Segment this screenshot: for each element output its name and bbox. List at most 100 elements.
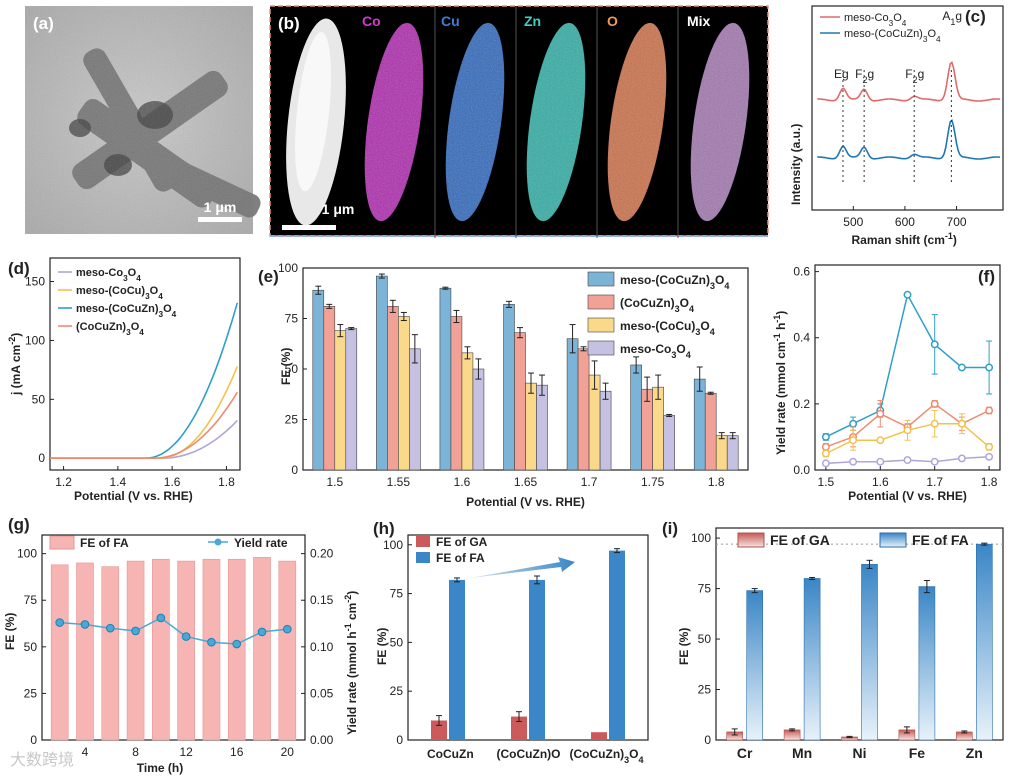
data-point <box>105 623 115 633</box>
legend-swatch <box>587 294 615 310</box>
x-tick-label: CoCuZn <box>427 747 474 761</box>
legend-label: (CoCuZn)3O4 <box>76 321 144 337</box>
data-point <box>821 449 830 458</box>
series-meso-cocuzn3o4 <box>817 118 1001 160</box>
eds-map-texture <box>526 22 586 222</box>
x-tick-label: 1.65 <box>514 475 538 489</box>
x-tick-label: 600 <box>895 215 915 229</box>
watermark: 大数跨境 <box>10 750 75 769</box>
plot-frame <box>41 534 306 741</box>
bar <box>918 586 936 741</box>
x-tick-label: 1.2 <box>55 475 72 489</box>
panel-e-fe-bars: 0 25 50 75 100(e) FE (%) Potential (V vs. RHE)… <box>258 261 749 509</box>
data-point <box>985 452 994 461</box>
y-tick-label: 75 <box>698 582 712 596</box>
legend-swatch <box>587 271 615 287</box>
x-tick-label: 1.6 <box>872 475 889 489</box>
y-tick-label: 0 <box>704 733 711 747</box>
data-point <box>985 442 994 451</box>
panel-b-label: (b) <box>278 14 300 33</box>
y-tick-label: 100 <box>383 538 403 552</box>
legend-swatch <box>416 552 430 563</box>
panel-label: (e) <box>258 267 279 286</box>
x-tick-label: 700 <box>947 215 967 229</box>
bar <box>746 590 764 741</box>
data-point <box>930 399 939 408</box>
map-label-co: Co <box>362 13 381 29</box>
x-tick-label: 4 <box>82 745 89 759</box>
data-point <box>876 436 885 445</box>
peak-label: A1g <box>942 9 962 27</box>
bar <box>409 348 421 471</box>
bar <box>312 289 325 471</box>
x-tick-label: 1.7 <box>581 475 598 489</box>
panel-b-eds-maps: (b) 1 μm Co Cu Zn O Mix <box>269 5 769 239</box>
eds-map-texture <box>364 22 424 222</box>
x-tick-label: 1.8 <box>218 475 235 489</box>
legend-swatch <box>879 532 907 548</box>
panel-label: (c) <box>965 7 986 26</box>
series-line <box>50 419 238 459</box>
y-tick-label: 50 <box>698 632 712 646</box>
legend-label: meso-(CoCuZn)3O4 <box>620 273 729 291</box>
y-tick-label: 75 <box>24 593 38 607</box>
data-point <box>156 613 166 623</box>
data-point <box>930 457 939 466</box>
bar <box>609 550 625 740</box>
eds-map-texture <box>690 22 750 222</box>
bar <box>861 564 878 741</box>
y-axis-label: j (mA cm-2) <box>7 333 23 396</box>
legend-label: meso-Co3O4 <box>844 12 907 28</box>
bar <box>566 338 579 471</box>
legend-swatch <box>587 340 615 356</box>
data-point <box>957 363 966 372</box>
bar <box>693 378 706 471</box>
data-point <box>80 620 90 629</box>
legend-label: meso-(CoCu)3O4 <box>620 319 715 337</box>
x-tick-label: 1.6 <box>454 475 471 489</box>
map-label-mix: Mix <box>687 13 711 29</box>
bar <box>663 415 675 471</box>
bar <box>461 352 474 471</box>
legend-label: meso-Co3O4 <box>620 342 691 360</box>
legend-label: meso-(CoCu)3O4 <box>76 285 163 301</box>
y-tick-label: 25 <box>285 413 299 427</box>
legend-label: FE of FA <box>80 536 129 550</box>
x-tick-label: 20 <box>281 745 295 759</box>
bar <box>472 368 485 471</box>
data-point <box>821 459 830 468</box>
x-tick-label: 1.4 <box>110 475 127 489</box>
y-tick-label: 25 <box>24 686 38 700</box>
panel-label: (f) <box>978 267 995 286</box>
bar <box>529 579 545 740</box>
panel-a-scale-bar <box>198 217 242 222</box>
x-tick-label: Mn <box>792 745 812 761</box>
legend-label: FE of FA <box>436 551 485 565</box>
panel-a-scale-label: 1 μm <box>204 199 237 215</box>
bar <box>323 306 336 471</box>
bar <box>591 732 607 740</box>
y-tick-label: 0 <box>291 463 298 477</box>
legend-label: Yield rate <box>234 536 288 550</box>
map-label-zn: Zn <box>524 13 541 29</box>
bar <box>376 275 388 471</box>
y2-axis-label: Yield rate (mmol h-1 cm-2) <box>343 591 359 735</box>
bar <box>726 435 739 471</box>
panel-i-metals: 0 25 50 75 100 (i) FE (%) Cr Mn Ni Fe Zn FE of GA FE … <box>662 519 1004 761</box>
data-point <box>232 639 242 649</box>
panel-label: (g) <box>8 515 30 534</box>
bar <box>278 560 297 741</box>
data-point <box>957 454 966 463</box>
data-point <box>985 363 994 372</box>
bar <box>715 435 728 471</box>
y-tick-label: 0.00 <box>310 733 334 747</box>
eds-map-o <box>607 5 679 239</box>
data-point <box>257 627 267 637</box>
y-axis-label: FE (%) <box>677 628 691 665</box>
y-tick-label: 0 <box>38 451 45 465</box>
panel-g-stability: 0 25 50 75 100 0.00 0.05 0.10 0.15 0.20 4 8 12 16 20 (g… <box>3 515 359 775</box>
y-tick-label: 0 <box>396 733 403 747</box>
y-tick-label: 0 <box>30 733 37 747</box>
x-axis-label: Potential (V vs. RHE) <box>848 489 967 503</box>
